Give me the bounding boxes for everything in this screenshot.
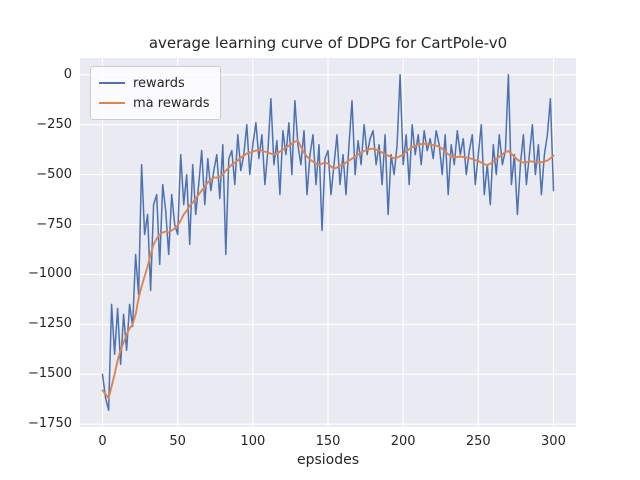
- y-tick-label: −1000: [28, 266, 72, 282]
- legend-item-rewards: rewards: [99, 73, 210, 93]
- x-tick-label: 100: [240, 434, 266, 449]
- legend: rewards ma rewards: [90, 66, 221, 120]
- x-tick-label: 300: [541, 434, 566, 449]
- rewards-line-swatch: [99, 82, 125, 84]
- x-tick-label: 0: [98, 434, 107, 449]
- plot-area: rewards ma rewards: [80, 58, 576, 427]
- y-tick-label: −1750: [28, 416, 72, 432]
- y-tick-label: −500: [36, 166, 72, 182]
- rewards-line: [101, 74, 555, 411]
- y-tick-label: −250: [36, 116, 72, 132]
- y-tick-label: −1250: [28, 316, 72, 332]
- x-tick-label: 250: [465, 434, 491, 449]
- x-tick-label: 200: [390, 434, 416, 449]
- x-tick-label: 50: [169, 434, 186, 449]
- chart-title: average learning curve of DDPG for CartP…: [148, 34, 508, 52]
- ma-rewards-line: [101, 139, 555, 400]
- x-tick-label: 150: [315, 434, 341, 449]
- y-tick-label: 0: [63, 66, 72, 82]
- y-tick-label: −750: [36, 216, 72, 232]
- legend-item-ma-rewards: ma rewards: [99, 93, 210, 113]
- ma-rewards-line-swatch: [99, 102, 125, 104]
- legend-label-ma-rewards: ma rewards: [133, 95, 210, 111]
- plot-canvas: [80, 58, 576, 427]
- y-tick-label: −1500: [28, 366, 72, 382]
- x-axis-label: epsiodes: [296, 452, 360, 468]
- legend-label-rewards: rewards: [133, 75, 185, 91]
